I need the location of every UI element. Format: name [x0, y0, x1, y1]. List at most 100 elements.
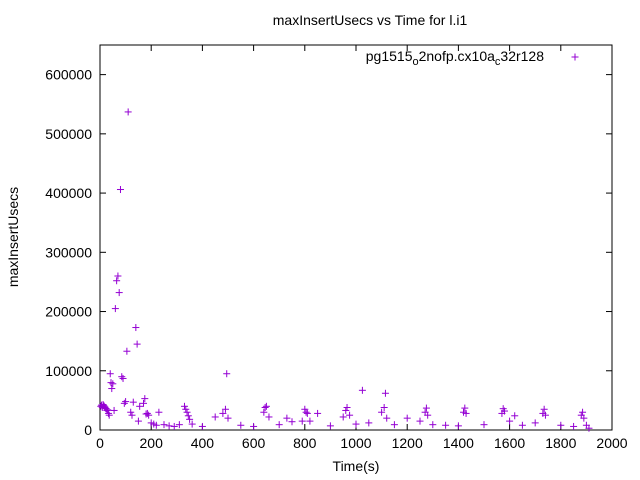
data-point: [170, 422, 178, 430]
data-point: [104, 406, 112, 414]
data-point: [224, 414, 232, 422]
data-point: [288, 418, 296, 426]
y-axis: 0 100000 200000 300000 400000 500000 600000: [45, 67, 612, 438]
data-point: [155, 408, 163, 416]
data-point: [383, 414, 391, 422]
data-point: [570, 422, 578, 430]
data-point: [480, 421, 488, 429]
data-point: [540, 405, 548, 413]
x-tick-label: 1200: [392, 435, 423, 451]
x-tick-label: 1600: [494, 435, 525, 451]
x-tick-label: 1800: [545, 435, 576, 451]
x-tick-label: 800: [293, 435, 317, 451]
legend-label-part: o: [412, 56, 418, 68]
data-point: [106, 370, 114, 378]
data-point: [175, 421, 183, 429]
chart-title: maxInsertUsecs vs Time for l.i1: [273, 12, 468, 28]
data-point: [143, 409, 151, 417]
data-point: [134, 417, 142, 425]
y-tick-label: 200000: [45, 304, 92, 320]
data-point: [165, 422, 173, 430]
data-point: [122, 398, 130, 406]
data-point: [219, 409, 227, 417]
data-point: [120, 399, 128, 407]
data-point: [265, 413, 273, 421]
data-point: [378, 408, 386, 416]
data-point: [160, 421, 168, 429]
data-point: [380, 403, 388, 411]
data-point: [118, 373, 126, 381]
data-point: [111, 305, 119, 313]
data-point: [108, 385, 116, 393]
data-point: [103, 406, 111, 414]
data-point: [107, 379, 115, 387]
data-point: [198, 422, 206, 430]
data-points: [97, 108, 593, 432]
data-point: [461, 404, 469, 412]
data-point: [116, 186, 124, 194]
data-point: [262, 402, 270, 410]
x-tick-label: 0: [96, 435, 104, 451]
data-point: [306, 417, 314, 425]
data-point: [109, 380, 117, 388]
data-point: [221, 405, 229, 413]
data-point: [557, 421, 565, 429]
data-point: [301, 405, 309, 413]
data-point: [237, 421, 245, 429]
y-tick-label: 600000: [45, 67, 92, 83]
data-point: [462, 409, 470, 417]
data-point: [182, 405, 190, 413]
y-tick-label: 0: [84, 422, 92, 438]
data-point: [104, 409, 112, 417]
y-tick-label: 500000: [45, 126, 92, 142]
data-point: [119, 374, 127, 382]
data-point: [140, 399, 148, 407]
data-point: [454, 422, 462, 430]
data-point: [183, 408, 191, 416]
data-point: [314, 409, 322, 417]
data-point: [128, 411, 136, 419]
data-point: [518, 421, 526, 429]
x-tick-label: 400: [191, 435, 215, 451]
data-point: [342, 406, 350, 414]
data-point: [132, 324, 140, 332]
data-point: [381, 389, 389, 397]
data-point: [110, 406, 118, 414]
data-point: [429, 421, 437, 429]
data-point: [127, 408, 135, 416]
data-point: [133, 340, 141, 348]
legend-label-part: c: [495, 56, 501, 68]
data-point: [442, 421, 450, 429]
data-point: [145, 411, 153, 419]
data-point: [188, 420, 196, 428]
data-point: [136, 402, 144, 410]
x-tick-label: 1000: [340, 435, 371, 451]
data-point: [541, 411, 549, 419]
data-point: [105, 411, 113, 419]
data-point: [123, 347, 131, 355]
data-point: [579, 408, 587, 416]
data-point: [585, 424, 593, 432]
x-axis-title: Time(s): [333, 458, 380, 474]
x-tick-label: 2000: [596, 435, 627, 451]
data-point: [124, 108, 132, 116]
data-point: [180, 402, 188, 410]
data-point: [113, 277, 121, 285]
y-tick-label: 100000: [45, 363, 92, 379]
data-point: [339, 413, 347, 421]
data-point: [223, 370, 231, 378]
y-tick-label: 400000: [45, 185, 92, 201]
x-tick-label: 200: [140, 435, 164, 451]
legend-marker: [571, 53, 579, 61]
data-point: [403, 414, 411, 422]
data-point: [141, 395, 149, 403]
data-point: [250, 422, 258, 430]
data-point: [511, 412, 519, 420]
data-point: [416, 417, 424, 425]
x-tick-label: 1400: [443, 435, 474, 451]
data-point: [422, 404, 430, 412]
data-point: [580, 414, 588, 422]
legend-label-part: 32r128: [500, 48, 544, 64]
data-point: [261, 403, 269, 411]
